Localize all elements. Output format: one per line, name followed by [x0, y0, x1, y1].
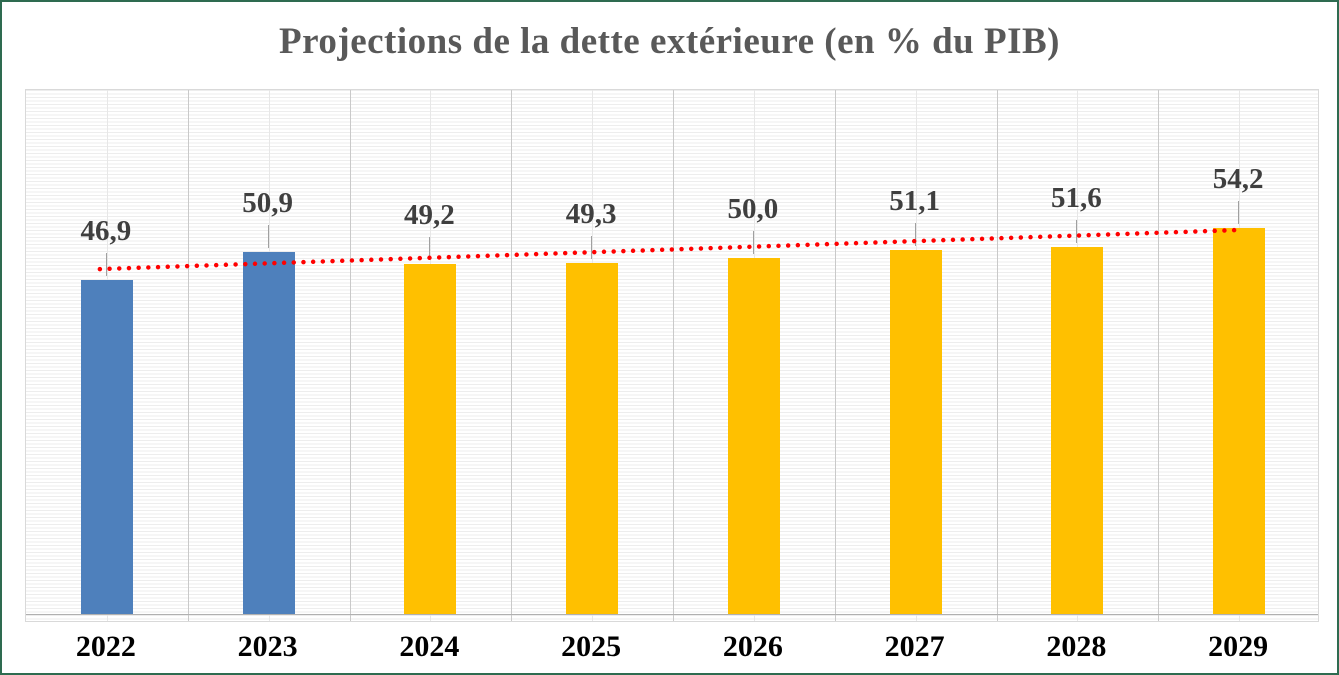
- x-axis-label-2023: 2023: [237, 630, 298, 663]
- gridline-major: [349, 90, 351, 621]
- gridline-major: [511, 90, 513, 621]
- gridline-major: [996, 90, 998, 621]
- data-label-2024: 49,2: [404, 198, 455, 231]
- bar-2022: [80, 280, 133, 614]
- x-axis-label-2029: 2029: [1208, 630, 1269, 663]
- data-label-2023: 50,9: [242, 186, 293, 219]
- x-axis-label-2026: 2026: [722, 630, 783, 663]
- x-axis-label-2027: 2027: [884, 630, 945, 663]
- bar-2027: [889, 250, 942, 614]
- bar-2028: [1051, 246, 1104, 614]
- data-label-leader-line: [105, 253, 107, 277]
- bar-2025: [566, 262, 619, 614]
- data-label-leader-line: [591, 235, 593, 259]
- data-label-2029: 54,2: [1212, 163, 1264, 196]
- data-label-2026: 50,0: [727, 193, 779, 225]
- x-axis-label-2028: 2028: [1046, 630, 1107, 663]
- gridline-major: [834, 90, 836, 621]
- plot-area: [25, 89, 1319, 622]
- data-label-2028: 51,6: [1051, 181, 1102, 214]
- x-axis-line: [26, 614, 1318, 615]
- data-label-leader-line: [267, 224, 269, 248]
- data-label-leader-line: [1238, 201, 1240, 225]
- data-label-2027: 51,1: [889, 185, 940, 218]
- x-axis-label-2024: 2024: [399, 630, 460, 663]
- x-axis-label-2025: 2025: [561, 630, 622, 663]
- x-axis-label-2022: 2022: [75, 630, 136, 663]
- gridline-major: [1158, 90, 1160, 621]
- bar-2023: [242, 251, 295, 614]
- bar-2026: [727, 258, 780, 614]
- data-label-leader-line: [1076, 219, 1078, 243]
- gridline-major: [187, 90, 189, 621]
- gridline-major: [673, 90, 674, 621]
- bar-2024: [404, 263, 457, 614]
- data-label-leader-line: [429, 236, 431, 260]
- data-label-leader-line: [914, 223, 916, 247]
- data-label-leader-line: [752, 231, 754, 254]
- data-label-2025: 49,3: [565, 197, 617, 230]
- data-label-2022: 46,9: [80, 215, 132, 248]
- chart-title: Projections de la dette extérieure (en %…: [279, 21, 1060, 62]
- bar-2029: [1213, 228, 1266, 614]
